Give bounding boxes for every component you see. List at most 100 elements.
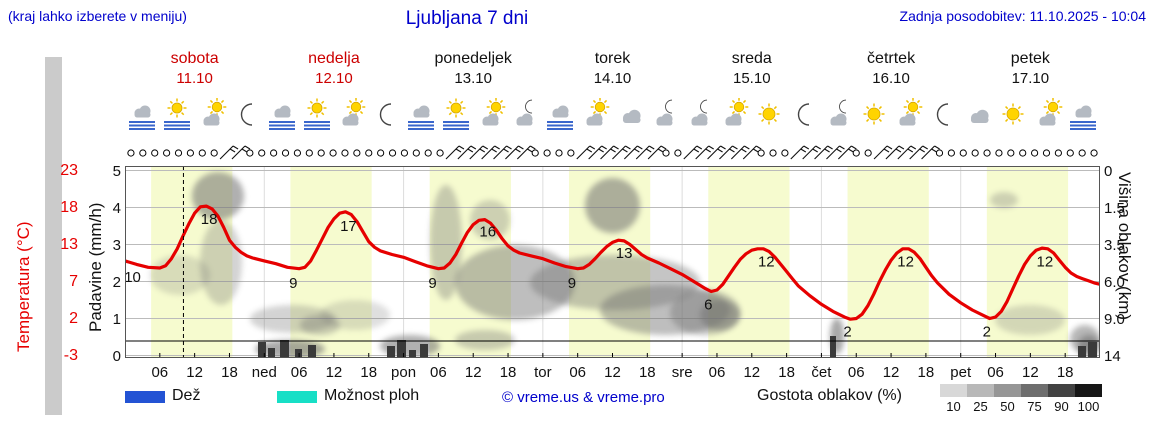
temp-tick-18: 18 (60, 198, 78, 216)
temperature-axis-label: Temperatura (°C) (14, 221, 33, 352)
meteogram-plot: 10 18 9 17 9 16 9 13 6 12 2 12 2 12 (123, 166, 1102, 358)
day-name-petek: petek (1010, 50, 1050, 67)
weather-icon-sun (996, 98, 1030, 132)
left-frame-strip (45, 57, 62, 415)
weather-icon-cloud (961, 98, 995, 132)
svg-text:18: 18 (201, 211, 218, 228)
time-tick-16-06: 06 (708, 364, 726, 381)
weather-icon-row (125, 95, 1100, 137)
time-tick-19-čet: čet (811, 364, 832, 381)
svg-text:10: 10 (125, 269, 141, 286)
cloud-density-swatch-50 (994, 384, 1021, 397)
copyright-link[interactable]: © vreme.us & vreme.pro (502, 389, 665, 406)
precip-tick-2: 2 (112, 273, 121, 291)
day-name-sreda: sreda (731, 50, 772, 67)
weather-icon-moon-cloud (683, 98, 717, 132)
time-tick-13-12: 12 (604, 364, 621, 381)
svg-text:12: 12 (1037, 254, 1054, 271)
svg-text:6: 6 (704, 296, 712, 313)
weather-icon-moon-cloud (822, 98, 856, 132)
last-update-label: Zadnja posodobitev: 11.10.2025 - 10:04 (899, 8, 1146, 24)
weather-icon-fog (1066, 98, 1100, 132)
svg-text:12: 12 (897, 254, 914, 271)
weather-icon-cloud (613, 98, 647, 132)
weather-icon-fog (404, 98, 438, 132)
weather-icon-sun-cloud (1031, 97, 1065, 132)
cloud-density-tick-75: 75 (1027, 399, 1042, 414)
day-name-nedelja: nedelja (308, 50, 360, 67)
temp-tick-13: 13 (60, 235, 78, 253)
day-date-torek: 14.10 (593, 70, 632, 87)
precip-tick-5: 5 (112, 162, 121, 180)
temp-tick-2: 2 (69, 309, 78, 327)
svg-text:9: 9 (289, 275, 297, 292)
day-name-torek: torek (594, 50, 631, 67)
time-tick-9-12: 12 (464, 364, 482, 381)
time-tick-8-06: 06 (430, 364, 447, 381)
cloud-density-swatch-100 (1075, 384, 1102, 397)
weather-icon-moon (369, 98, 403, 132)
weather-icon-moon (787, 98, 821, 132)
weather-icon-sun (752, 98, 786, 132)
weather-icon-moon (926, 98, 960, 132)
temp-tick--3: -3 (63, 346, 78, 364)
cloud-height-tick-3.5: 3.5 (1104, 236, 1125, 254)
weather-icon-moon-cloud (648, 98, 682, 132)
cloud-density-tick-25: 25 (973, 399, 988, 414)
weather-icon-fog (265, 98, 299, 132)
svg-text:17: 17 (340, 218, 357, 235)
weather-icon-fog-sun (439, 98, 473, 132)
weather-icon-fog-sun (300, 98, 334, 132)
svg-text:16: 16 (479, 224, 496, 241)
svg-text:9: 9 (568, 275, 576, 292)
day-date-ponedeljek: 13.10 (454, 70, 492, 87)
day-name-sobota: sobota (170, 50, 219, 67)
precip-tick-0: 0 (112, 347, 121, 365)
time-tick-20-06: 06 (847, 364, 865, 381)
day-date-nedelja: 12.10 (315, 70, 353, 87)
weather-icon-moon-cloud (508, 98, 542, 132)
precip-tick-4: 4 (112, 199, 121, 217)
cloud-density-tick-90: 90 (1054, 399, 1069, 414)
weather-icon-sun-cloud (474, 97, 508, 132)
day-date-sobota: 11.10 (176, 70, 213, 87)
location-menu-hint: (kraj lahko izberete v meniju) (8, 8, 187, 24)
cloud-density-swatch-10 (940, 384, 967, 397)
time-tick-17-12: 12 (743, 364, 761, 381)
time-tick-6-18: 18 (360, 364, 378, 381)
rain-legend-label: Dež (172, 387, 201, 404)
svg-text:2: 2 (983, 323, 991, 340)
time-tick-14-18: 18 (638, 364, 656, 381)
weather-icon-fog-sun (160, 98, 194, 132)
weather-icon-sun-cloud (891, 97, 925, 132)
cloud-height-tick-1.5: 1.5 (1104, 199, 1125, 217)
time-tick-22-18: 18 (917, 364, 935, 381)
day-date-četrtek: 16.10 (872, 70, 910, 87)
time-tick-3-ned: ned (251, 364, 277, 381)
time-tick-10-18: 18 (499, 364, 517, 381)
weather-icon-sun-cloud (334, 97, 368, 132)
svg-text:12: 12 (758, 254, 775, 271)
precip-tick-3: 3 (112, 236, 121, 254)
time-tick-0-06: 06 (151, 364, 169, 381)
time-tick-24-06: 06 (987, 364, 1004, 381)
time-tick-25-12: 12 (1022, 364, 1039, 381)
time-tick-12-06: 06 (569, 364, 587, 381)
time-tick-4-06: 06 (290, 364, 308, 381)
weather-icon-moon (230, 98, 264, 132)
rain-legend-swatch (125, 391, 165, 403)
cloud-height-tick-9.0: 9.0 (1104, 310, 1125, 328)
weather-icon-fog (125, 98, 159, 132)
time-tick-26-18: 18 (1056, 364, 1074, 381)
temp-tick-7: 7 (69, 272, 78, 290)
day-name-ponedeljek: ponedeljek (434, 50, 512, 67)
svg-text:13: 13 (616, 245, 633, 262)
precip-tick-1: 1 (112, 310, 121, 328)
svg-text:9: 9 (428, 275, 436, 292)
showers-legend-swatch (277, 391, 317, 403)
cloud-cover-wind-row (125, 141, 1100, 163)
day-date-petek: 17.10 (1011, 70, 1050, 87)
time-tick-23-pet: pet (950, 364, 972, 381)
showers-legend-label: Možnost ploh (324, 387, 420, 404)
day-name-četrtek: četrtek (867, 50, 916, 67)
